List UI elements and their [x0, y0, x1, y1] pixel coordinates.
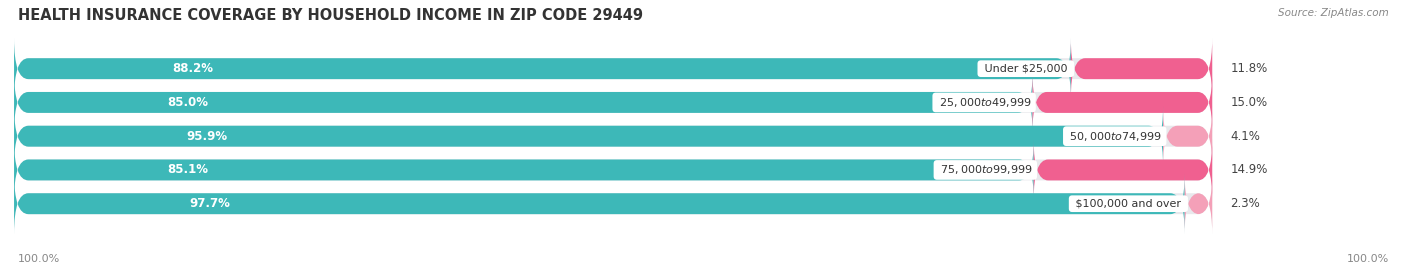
FancyBboxPatch shape [1163, 106, 1212, 166]
FancyBboxPatch shape [14, 140, 1033, 200]
Text: 85.0%: 85.0% [167, 96, 208, 109]
Text: 14.9%: 14.9% [1230, 164, 1268, 176]
FancyBboxPatch shape [14, 106, 1163, 166]
Text: 2.3%: 2.3% [1230, 197, 1260, 210]
FancyBboxPatch shape [14, 106, 1212, 166]
FancyBboxPatch shape [14, 174, 1185, 234]
Text: Source: ZipAtlas.com: Source: ZipAtlas.com [1278, 8, 1389, 18]
FancyBboxPatch shape [1185, 174, 1212, 234]
FancyBboxPatch shape [14, 72, 1212, 132]
Text: 15.0%: 15.0% [1230, 96, 1267, 109]
Text: 97.7%: 97.7% [190, 197, 231, 210]
Text: 11.8%: 11.8% [1230, 62, 1267, 75]
FancyBboxPatch shape [14, 72, 1032, 132]
Text: Under $25,000: Under $25,000 [981, 64, 1071, 74]
FancyBboxPatch shape [14, 174, 1212, 234]
Text: $100,000 and over: $100,000 and over [1073, 199, 1185, 209]
Text: 95.9%: 95.9% [187, 130, 228, 143]
Text: $75,000 to $99,999: $75,000 to $99,999 [936, 164, 1033, 176]
Text: 88.2%: 88.2% [173, 62, 214, 75]
FancyBboxPatch shape [14, 39, 1071, 99]
FancyBboxPatch shape [1032, 72, 1212, 132]
FancyBboxPatch shape [14, 140, 1212, 200]
FancyBboxPatch shape [1033, 140, 1212, 200]
Text: 4.1%: 4.1% [1230, 130, 1260, 143]
Text: 100.0%: 100.0% [18, 254, 60, 264]
FancyBboxPatch shape [14, 39, 1212, 99]
Text: HEALTH INSURANCE COVERAGE BY HOUSEHOLD INCOME IN ZIP CODE 29449: HEALTH INSURANCE COVERAGE BY HOUSEHOLD I… [18, 8, 644, 23]
Text: 100.0%: 100.0% [1347, 254, 1389, 264]
Text: $25,000 to $49,999: $25,000 to $49,999 [936, 96, 1032, 109]
Text: $50,000 to $74,999: $50,000 to $74,999 [1066, 130, 1163, 143]
FancyBboxPatch shape [1071, 39, 1212, 99]
Text: 85.1%: 85.1% [167, 164, 208, 176]
